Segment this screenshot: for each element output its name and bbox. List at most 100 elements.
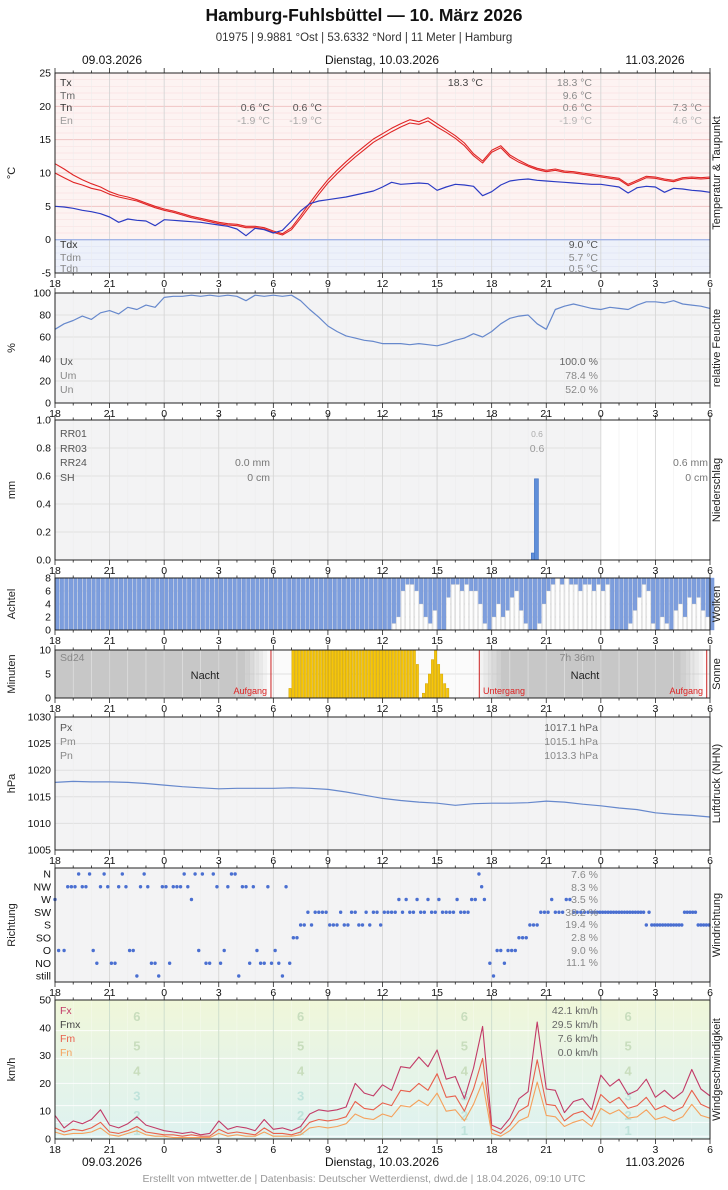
sunshine-bar (306, 649, 310, 699)
sunshine-bar (303, 649, 307, 699)
y-tick-label: 2 (45, 612, 51, 624)
cloud-cover-bar (360, 577, 365, 631)
pressure-line (54, 780, 711, 818)
cloud-cover-bar (305, 577, 310, 631)
cloud-cover-bar (542, 577, 546, 605)
wind-direction-dot (513, 948, 518, 953)
sunshine-bar (415, 664, 419, 699)
x-tick-label: 12 (377, 565, 389, 577)
annotation-text: Fm (60, 1033, 75, 1045)
cloud-cover-bar (278, 577, 283, 631)
annotation-text: 5.7 °C (569, 252, 599, 264)
cloud-cover-bar (623, 577, 628, 631)
cloud-cover-bar (587, 577, 592, 585)
temperature-lower-line (54, 120, 711, 236)
cloud-cover-bar (673, 577, 678, 611)
x-tick-label: 0 (598, 1144, 604, 1156)
sunshine-bar (343, 649, 347, 699)
x-tick-label: 6 (707, 635, 713, 647)
wind-direction-dot (98, 885, 103, 889)
wind-direction-dot (335, 923, 339, 927)
precipitation-y-axis-label: mm (6, 481, 18, 499)
x-tick-label: 6 (270, 855, 276, 867)
sunshine-bar (376, 649, 380, 699)
x-tick-label: 21 (104, 1144, 116, 1156)
cloud-cover-bar (655, 577, 660, 631)
annotation-text: 18.3 °C (557, 77, 593, 89)
annotation-text: 0.6 (531, 429, 543, 439)
y-tick-label: 6 (45, 586, 51, 598)
y-tick-label: 1020 (28, 765, 52, 777)
y-tick-label: 15 (39, 134, 51, 146)
wind-speed-y-axis-label: km/h (6, 1058, 18, 1082)
annotation-text: Fn (60, 1047, 72, 1059)
x-tick-label: 3 (216, 565, 222, 577)
cloud-cover-bar (159, 577, 164, 631)
beaufort-scale-number: 1 (297, 1123, 304, 1138)
annotation-text: Tn (60, 102, 72, 114)
clouds-right-label: Wolken (711, 586, 723, 622)
cloud-cover-bar (437, 577, 442, 631)
pressure-panel: 18 21 0 3 6 9 12 15 18 21 0 3 6 1030 1025 1020 1015 1010 1… (6, 712, 723, 868)
wind-direction-dot (419, 910, 423, 914)
x-tick-label: 0 (161, 987, 167, 999)
wind-direction-dot (509, 948, 514, 953)
x-tick-label: 3 (216, 1144, 222, 1156)
x-tick-label: 18 (49, 987, 61, 999)
sunshine-bar (403, 649, 407, 699)
cloud-cover-bar (137, 577, 142, 631)
cloud-cover-bar (614, 577, 619, 631)
wind-direction-dot (586, 910, 590, 914)
cloud-cover-bar (200, 577, 205, 631)
cloud-cover-bar (369, 577, 374, 631)
wind-direction-dot (364, 910, 368, 914)
wind-direction-dot (611, 910, 616, 914)
cloud-cover-bar (223, 577, 228, 631)
wind-direction-dot (655, 923, 659, 927)
wind-direction-dot (113, 961, 117, 965)
sunshine-bar (422, 692, 425, 699)
wind-direction-dot (69, 885, 74, 889)
annotation-text: SH (60, 472, 75, 484)
y-tick-label: 0.8 (36, 443, 51, 455)
beaufort-scale-number: 6 (133, 1009, 140, 1024)
cloud-cover-bar (569, 577, 574, 585)
wind-direction-dot (389, 910, 394, 914)
cloud-cover-bar (460, 577, 465, 592)
y-tick-label: 20 (39, 376, 51, 388)
x-tick-label: 12 (377, 703, 389, 715)
min-wind-line (54, 1081, 711, 1139)
cloud-cover-bar (683, 577, 687, 618)
x-tick-label: 6 (270, 635, 276, 647)
x-tick-label: 18 (486, 635, 498, 647)
date-center-top: Dienstag, 10.03.2026 (324, 53, 440, 67)
annotation-text: 19.4 % (565, 919, 598, 931)
cloud-cover-bar (400, 577, 405, 592)
wind-direction-dot (120, 872, 125, 876)
x-tick-label: 12 (377, 278, 389, 290)
x-tick-label: 21 (104, 987, 116, 999)
x-tick-label: 18 (49, 703, 61, 715)
cloud-cover-bar (660, 577, 665, 618)
cloud-cover-bar (405, 577, 410, 585)
wind-direction-dot (652, 923, 657, 927)
annotation-text: Px (60, 722, 73, 734)
beaufort-scale-number: 3 (297, 1088, 304, 1103)
x-tick-label: 6 (707, 855, 713, 867)
sunshine-bar (321, 649, 325, 699)
wind-direction-category-label: N (43, 869, 51, 881)
y-tick-label: 25 (39, 68, 51, 80)
sunshine-bar (379, 649, 383, 699)
wind-direction-dot (404, 897, 408, 902)
annotation-text: 9.0 % (571, 945, 598, 957)
sunshine-bar (324, 649, 328, 699)
wind-direction-y-axis-label: Richtung (6, 903, 18, 946)
cloud-cover-bar (560, 577, 565, 585)
beaufort-scale-number: 4 (461, 1063, 469, 1078)
wind-direction-dot (557, 910, 561, 914)
annotation-text: 7.3 °C (673, 102, 703, 114)
x-tick-label: 21 (540, 855, 552, 867)
wind-direction-dot (331, 923, 336, 927)
wind-direction-dot (207, 961, 212, 965)
